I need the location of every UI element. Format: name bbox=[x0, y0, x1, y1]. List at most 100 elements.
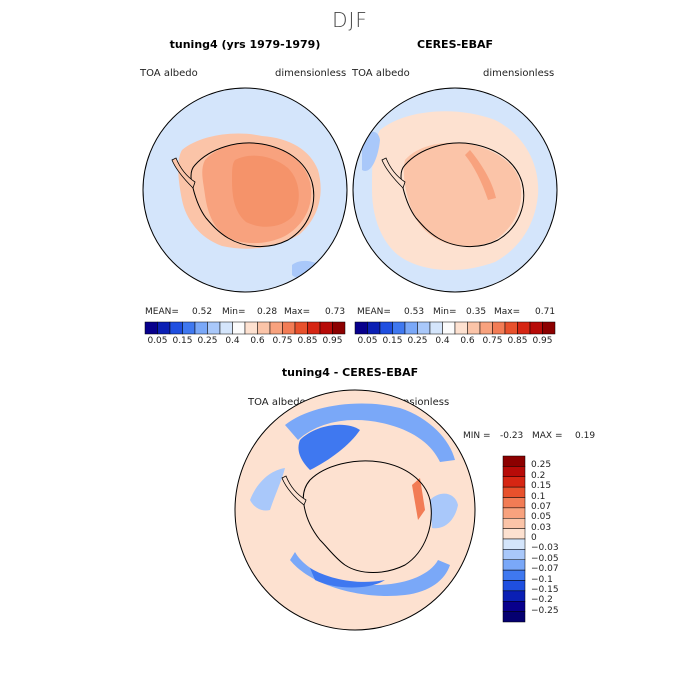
panel-2-max-value: 0.71 bbox=[535, 307, 556, 317]
panel-1-left-label: TOA albedo bbox=[140, 68, 198, 79]
diff-colorbar-tick-label: 0.2 bbox=[531, 470, 546, 481]
diff-colorbar-tick-label: −0.07 bbox=[531, 564, 559, 575]
diff-colorbar-swatch bbox=[502, 476, 526, 488]
diff-colorbar-swatch bbox=[502, 580, 526, 592]
colorbar-swatch bbox=[332, 321, 346, 335]
colorbar-tick-label: 0.85 bbox=[507, 336, 528, 346]
panel-3-blue-patch-nw bbox=[298, 424, 360, 470]
panel-2-peninsula bbox=[381, 157, 406, 189]
panel-3-title: tuning4 - CERES-EBAF bbox=[281, 366, 419, 379]
diff-colorbar-tick-label: −0.25 bbox=[531, 605, 559, 616]
panel-1-right-label: dimensionless bbox=[275, 68, 347, 79]
panel-3-max-value: 0.19 bbox=[575, 431, 596, 441]
colorbar-tick-label: 0.4 bbox=[225, 336, 240, 346]
diff-colorbar-swatch bbox=[502, 497, 526, 509]
diff-colorbar-tick-label: 0.03 bbox=[531, 522, 552, 533]
panel-3-red-streak bbox=[412, 478, 425, 520]
colorbar-tick-label: 0.85 bbox=[297, 336, 318, 346]
colorbar-tick-label: 0.05 bbox=[357, 336, 378, 346]
panel-1-min-value: 0.28 bbox=[257, 307, 278, 317]
panel-3-right-label: dimensionless bbox=[378, 397, 450, 408]
diff-colorbar-swatch bbox=[502, 549, 526, 560]
diff-colorbar-tick-label: −0.15 bbox=[531, 584, 559, 595]
panel-2-left-label: TOA albedo bbox=[352, 68, 410, 79]
panel-3-boundary bbox=[234, 389, 476, 631]
colorbar-swatch bbox=[542, 321, 556, 335]
panel-1-mean-label: MEAN= bbox=[145, 307, 179, 317]
colorbar-tick-label: 0.05 bbox=[147, 336, 168, 346]
panel-2-right-label: dimensionless bbox=[483, 68, 555, 79]
panel-2-colorbar bbox=[354, 321, 556, 335]
panel-1-boundary bbox=[142, 87, 348, 293]
diff-colorbar-tick-label: 0.07 bbox=[531, 501, 552, 512]
panel-2-title: CERES-EBAF bbox=[417, 38, 493, 51]
panel-2-mean-label: MEAN= bbox=[357, 307, 391, 317]
panel-2-min-value: 0.35 bbox=[466, 307, 487, 317]
panel-1-coastline bbox=[190, 142, 315, 248]
panel-2-max-label: Max= bbox=[494, 307, 521, 317]
diff-colorbar-tick-label: 0 bbox=[531, 533, 537, 543]
diff-colorbar-swatch bbox=[502, 528, 526, 540]
diff-colorbar-tick-label: −0.05 bbox=[531, 553, 559, 564]
colorbar-tick-label: 0.6 bbox=[460, 336, 475, 346]
diff-colorbar-swatch bbox=[502, 611, 526, 623]
panel-2-band bbox=[465, 150, 496, 200]
diff-colorbar-swatch bbox=[502, 466, 526, 477]
panel-3-left-label: TOA albedo bbox=[248, 397, 306, 408]
figure-title: DJF bbox=[332, 8, 368, 32]
diff-colorbar-tick-label: 0.1 bbox=[531, 491, 546, 502]
diff-colorbar-tick-label: −0.03 bbox=[531, 543, 559, 554]
panel-2-min-label: Min= bbox=[433, 307, 457, 317]
diff-colorbar-swatch bbox=[502, 486, 526, 498]
colorbar-tick-label: 0.75 bbox=[482, 336, 503, 346]
diff-colorbar-tick-label: −0.2 bbox=[531, 595, 553, 606]
panel-1-min-label: Min= bbox=[222, 307, 246, 317]
panel-3-colorbar bbox=[502, 455, 526, 623]
panel-3-min-value: -0.23 bbox=[500, 431, 524, 441]
diff-colorbar-tick-label: −0.1 bbox=[531, 574, 553, 585]
diff-colorbar-swatch bbox=[502, 507, 526, 519]
panel-3-blue-west bbox=[250, 468, 285, 511]
panel-2-mean-value: 0.53 bbox=[404, 307, 425, 317]
diff-colorbar-swatch bbox=[502, 455, 526, 467]
diff-colorbar-tick-label: 0.15 bbox=[531, 481, 552, 492]
panel-3-coastline bbox=[302, 460, 432, 573]
colorbar-tick-label: 0.95 bbox=[532, 336, 553, 346]
diff-colorbar-swatch bbox=[502, 518, 526, 529]
panel-3-blue-east bbox=[430, 493, 458, 529]
colorbar-tick-label: 0.15 bbox=[172, 336, 193, 346]
diff-colorbar-swatch bbox=[502, 569, 526, 581]
colorbar-tick-label: 0.25 bbox=[197, 336, 218, 346]
diff-colorbar-swatch bbox=[502, 601, 526, 612]
diff-colorbar-swatch bbox=[502, 559, 526, 571]
panel-1-mean-value: 0.52 bbox=[192, 307, 213, 317]
panel-1-title: tuning4 (yrs 1979-1979) bbox=[169, 38, 321, 51]
colorbar-tick-label: 0.4 bbox=[435, 336, 450, 346]
panel-1-inner-fill bbox=[232, 155, 299, 227]
panel-2-coastline bbox=[400, 142, 525, 248]
colorbar-tick-label: 0.15 bbox=[382, 336, 403, 346]
panel-3-peninsula bbox=[281, 475, 307, 506]
panel-3-min-label: MIN = bbox=[463, 431, 491, 441]
colorbar-tick-label: 0.95 bbox=[322, 336, 343, 346]
panel-1-colorbar bbox=[144, 321, 346, 335]
diff-colorbar-swatch bbox=[502, 590, 526, 602]
diff-colorbar-tick-label: 0.05 bbox=[531, 512, 552, 523]
colorbar-tick-label: 0.6 bbox=[250, 336, 265, 346]
diff-colorbar-tick-label: 0.25 bbox=[531, 460, 552, 471]
panel-2-continent-fill bbox=[403, 142, 522, 247]
colorbar-tick-label: 0.75 bbox=[272, 336, 293, 346]
panel-3-blue-south-dark bbox=[310, 568, 385, 588]
panel-3-max-label: MAX = bbox=[532, 431, 563, 441]
panel-1-max-value: 0.73 bbox=[325, 307, 346, 317]
diff-colorbar-swatch bbox=[502, 538, 526, 550]
panel-2-ocean-patch bbox=[362, 131, 380, 171]
panel-1-peninsula bbox=[171, 157, 196, 189]
panel-2-boundary bbox=[352, 87, 558, 293]
panel-1-max-label: Max= bbox=[284, 307, 311, 317]
panel-3-blue-arc-north bbox=[285, 403, 455, 462]
colorbar-tick-label: 0.25 bbox=[407, 336, 428, 346]
